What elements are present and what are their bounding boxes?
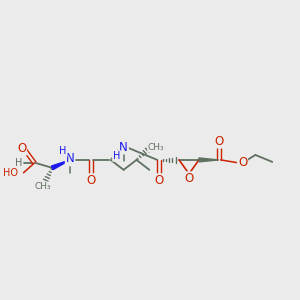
- Text: O: O: [86, 174, 95, 187]
- Text: H: H: [113, 151, 120, 161]
- Text: O: O: [155, 174, 164, 187]
- Text: O: O: [238, 156, 247, 170]
- Text: O: O: [17, 142, 26, 154]
- Text: O: O: [184, 172, 194, 185]
- Polygon shape: [51, 160, 70, 169]
- Text: N: N: [66, 152, 74, 165]
- Text: HO: HO: [3, 168, 18, 178]
- Text: CH₃: CH₃: [148, 142, 165, 152]
- Text: N: N: [119, 140, 128, 154]
- Polygon shape: [199, 158, 219, 162]
- Text: H: H: [59, 146, 67, 156]
- Text: O: O: [214, 135, 224, 148]
- Text: H: H: [15, 158, 22, 168]
- Text: CH₃: CH₃: [34, 182, 51, 191]
